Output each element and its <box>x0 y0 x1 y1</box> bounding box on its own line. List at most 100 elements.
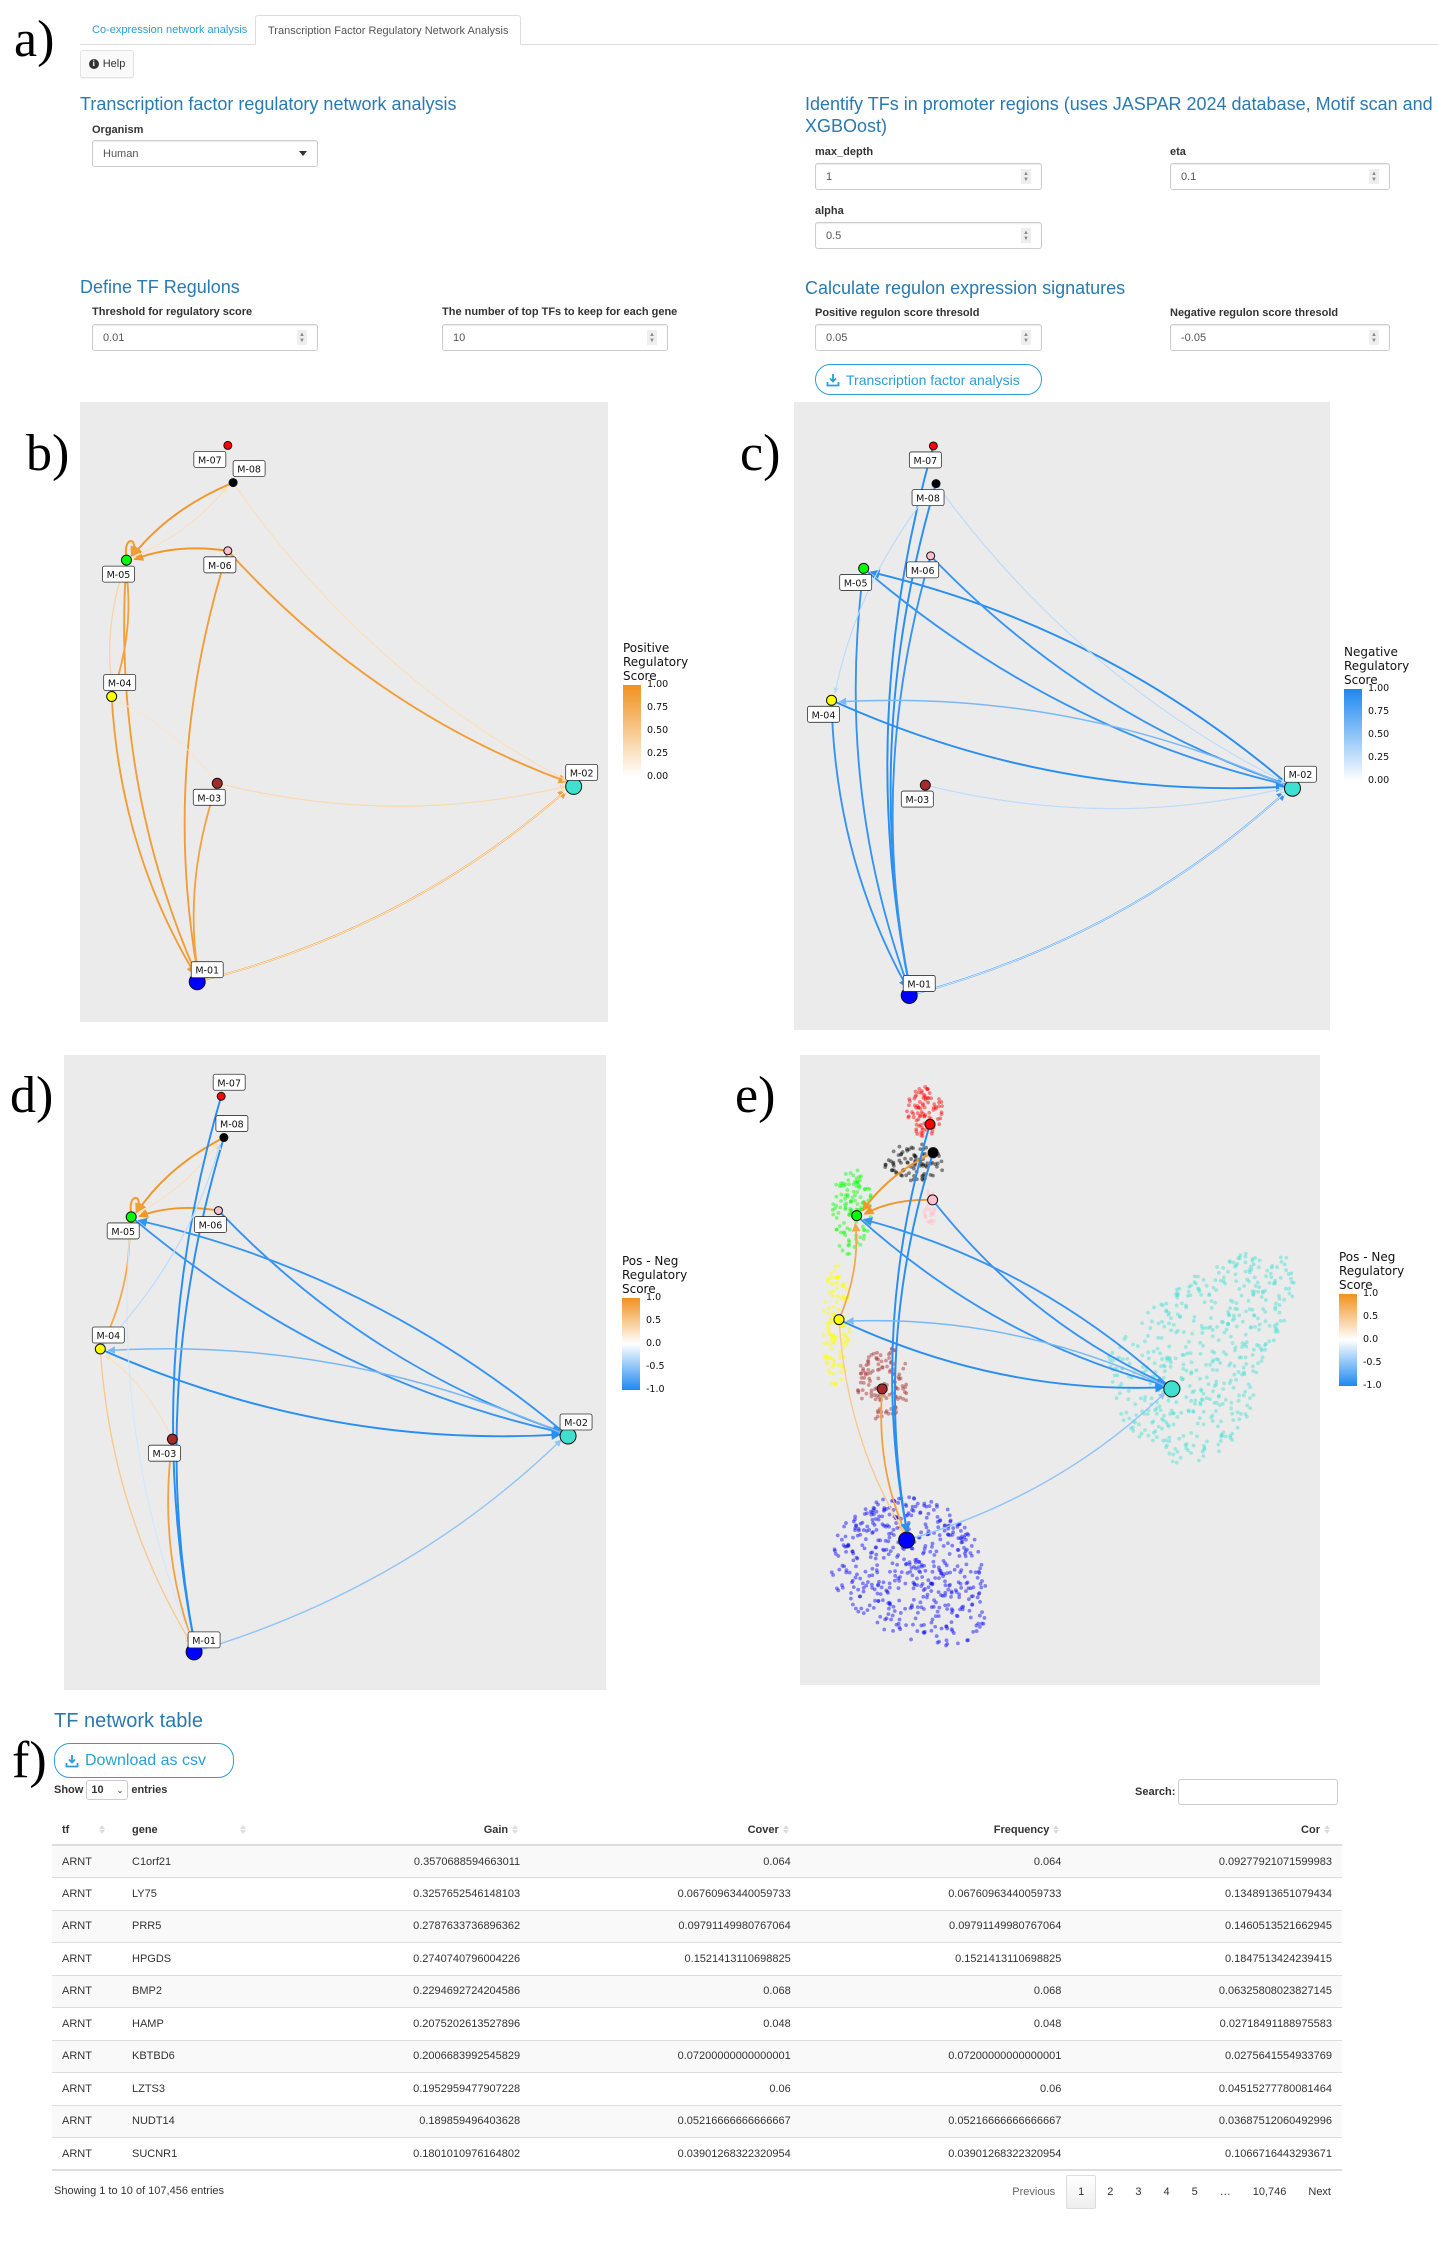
spinner-icon[interactable]: ▲ ▼ <box>1021 228 1031 243</box>
cell-point <box>869 1512 874 1517</box>
help-button[interactable]: i Help <box>80 50 134 78</box>
table-row[interactable]: ARNT KBTBD6 0.2006683992545829 0.0720000000… <box>52 2039 1342 2073</box>
search-label: Search: <box>1135 1786 1176 1798</box>
node-M-07[interactable] <box>924 1118 936 1130</box>
col-header-gene[interactable]: gene <box>122 1815 272 1846</box>
node-M-02[interactable] <box>559 1427 577 1445</box>
node-M-05[interactable] <box>858 562 870 574</box>
eta-input[interactable]: 0.1 ▲ ▼ <box>1170 163 1390 190</box>
node-M-02[interactable] <box>565 777 583 795</box>
table-row[interactable]: ARNT NUDT14 0.189859496403628 0.05216666666… <box>52 2104 1342 2138</box>
cell-point <box>1256 1361 1260 1366</box>
cell-point <box>1241 1393 1246 1398</box>
pos-threshold-input[interactable]: 0.05 ▲ ▼ <box>815 324 1042 351</box>
cell-point <box>891 1628 895 1633</box>
cell-point <box>931 1105 936 1110</box>
node-M-08[interactable] <box>228 478 238 488</box>
node-M-01[interactable] <box>898 1531 916 1549</box>
tab-tf-regulatory[interactable]: Transcription Factor Regulatory Network … <box>255 15 522 45</box>
node-M-03[interactable] <box>166 1433 178 1445</box>
node-M-02[interactable] <box>1163 1380 1181 1398</box>
spinner-icon[interactable]: ▲ ▼ <box>1021 330 1031 345</box>
next-page-button[interactable]: Next <box>1308 2186 1331 2198</box>
page-button[interactable]: 4 <box>1163 2186 1170 2198</box>
organism-select[interactable]: Human <box>92 140 318 167</box>
cell-point <box>1175 1293 1180 1298</box>
node-M-05[interactable] <box>125 1211 137 1223</box>
node-M-08[interactable] <box>219 1133 229 1143</box>
node-M-07[interactable] <box>928 441 938 451</box>
table-row[interactable]: ARNT BMP2 0.2294692724204586 0.068 0.068 0.06… <box>52 1974 1342 2008</box>
top-tfs-input[interactable]: 10 ▲ ▼ <box>442 324 668 351</box>
legend-tick-label: 0.0 <box>646 1338 662 1349</box>
spinner-icon[interactable]: ▲ ▼ <box>647 330 657 345</box>
node-label: M-02 <box>564 1418 588 1429</box>
cell-point <box>964 1581 969 1586</box>
node-M-03[interactable] <box>211 777 223 789</box>
cell-point <box>926 1578 931 1583</box>
node-M-03[interactable] <box>876 1383 888 1395</box>
cell-point <box>948 1533 952 1538</box>
page-length-select[interactable]: 10 ⌄ <box>86 1780 129 1800</box>
table-row[interactable]: ARNT HPGDS 0.2740740796004226 0.15214131106… <box>52 1942 1342 1975</box>
spinner-icon[interactable]: ▲ ▼ <box>1021 169 1031 184</box>
node-M-06[interactable] <box>223 546 233 556</box>
max-depth-input[interactable]: 1 ▲ ▼ <box>815 163 1042 190</box>
node-M-04[interactable] <box>833 1314 845 1326</box>
col-header-frequency[interactable]: Frequency <box>800 1815 1072 1846</box>
table-row[interactable]: ARNT LZTS3 0.1952959477907228 0.06 0.06 0.045… <box>52 2072 1342 2105</box>
page-button[interactable]: 10,746 <box>1252 2186 1287 2198</box>
node-M-06[interactable] <box>927 1194 939 1206</box>
download-csv-button[interactable]: Download as csv <box>54 1743 234 1778</box>
cell-point <box>829 1338 834 1343</box>
node-M-08[interactable] <box>927 1147 939 1159</box>
cell-point <box>1273 1281 1277 1285</box>
cell-point <box>904 1561 909 1566</box>
cell-point <box>1232 1316 1237 1321</box>
col-header-tf[interactable]: tf <box>52 1815 122 1846</box>
cell-point <box>835 1274 840 1279</box>
spinner-icon[interactable]: ▲ ▼ <box>1369 169 1379 184</box>
col-header-cor[interactable]: Cor <box>1071 1815 1342 1846</box>
cell-point <box>884 1396 889 1401</box>
tab-co-expression[interactable]: Co-expression network analysis <box>92 24 248 36</box>
alpha-input[interactable]: 0.5 ▲ ▼ <box>815 222 1042 249</box>
table-row[interactable]: ARNT PRR5 0.2787633736896362 0.097911499807… <box>52 1909 1342 1943</box>
legend-title-line: Pos - Neg <box>622 1254 679 1268</box>
node-M-08[interactable] <box>931 479 941 489</box>
node-M-05[interactable] <box>851 1210 863 1222</box>
node-M-06[interactable] <box>213 1206 223 1216</box>
prev-page-button[interactable]: Previous <box>1012 2186 1056 2198</box>
page-button[interactable]: 3 <box>1135 2186 1142 2198</box>
node-M-03[interactable] <box>919 779 931 791</box>
node-M-04[interactable] <box>826 694 838 706</box>
cell-point <box>1201 1409 1206 1414</box>
cell-point <box>904 1398 909 1403</box>
col-header-cover[interactable]: Cover <box>530 1815 801 1846</box>
node-M-07[interactable] <box>216 1091 226 1101</box>
spinner-icon[interactable]: ▲ ▼ <box>297 330 307 345</box>
page-button[interactable]: 1 <box>1066 2175 1097 2209</box>
table-row[interactable]: ARNT SUCNR1 0.1801010976164802 0.0390126832… <box>52 2137 1342 2171</box>
threshold-input[interactable]: 0.01 ▲ ▼ <box>92 324 318 351</box>
search-input[interactable] <box>1178 1779 1339 1805</box>
col-header-gain[interactable]: Gain <box>272 1815 531 1846</box>
spinner-icon[interactable]: ▲ ▼ <box>1369 330 1379 345</box>
node-M-06[interactable] <box>926 551 936 561</box>
node-M-05[interactable] <box>120 554 132 566</box>
cell-point <box>1155 1411 1159 1416</box>
neg-threshold-input[interactable]: -0.05 ▲ ▼ <box>1170 324 1390 351</box>
table-row[interactable]: ARNT C1orf21 0.3570688594663011 0.064 0.064 0… <box>52 1844 1342 1878</box>
page-button[interactable]: 5 <box>1191 2186 1198 2198</box>
cell-point <box>825 1356 830 1361</box>
node-M-04[interactable] <box>106 691 118 702</box>
table-row[interactable]: ARNT HAMP 0.2075202613527896 0.048 0.048 0.02… <box>52 2007 1342 2040</box>
cell-point <box>929 1131 934 1136</box>
cell-point <box>905 1513 910 1518</box>
cell-point <box>886 1552 891 1557</box>
node-M-04[interactable] <box>94 1343 106 1355</box>
run-tf-analysis-button[interactable]: Transcription factor analysis <box>815 364 1042 395</box>
table-row[interactable]: ARNT LY75 0.3257652546148103 0.067609634400… <box>52 1877 1342 1910</box>
page-button[interactable]: 2 <box>1107 2186 1114 2198</box>
node-M-07[interactable] <box>223 440 233 450</box>
